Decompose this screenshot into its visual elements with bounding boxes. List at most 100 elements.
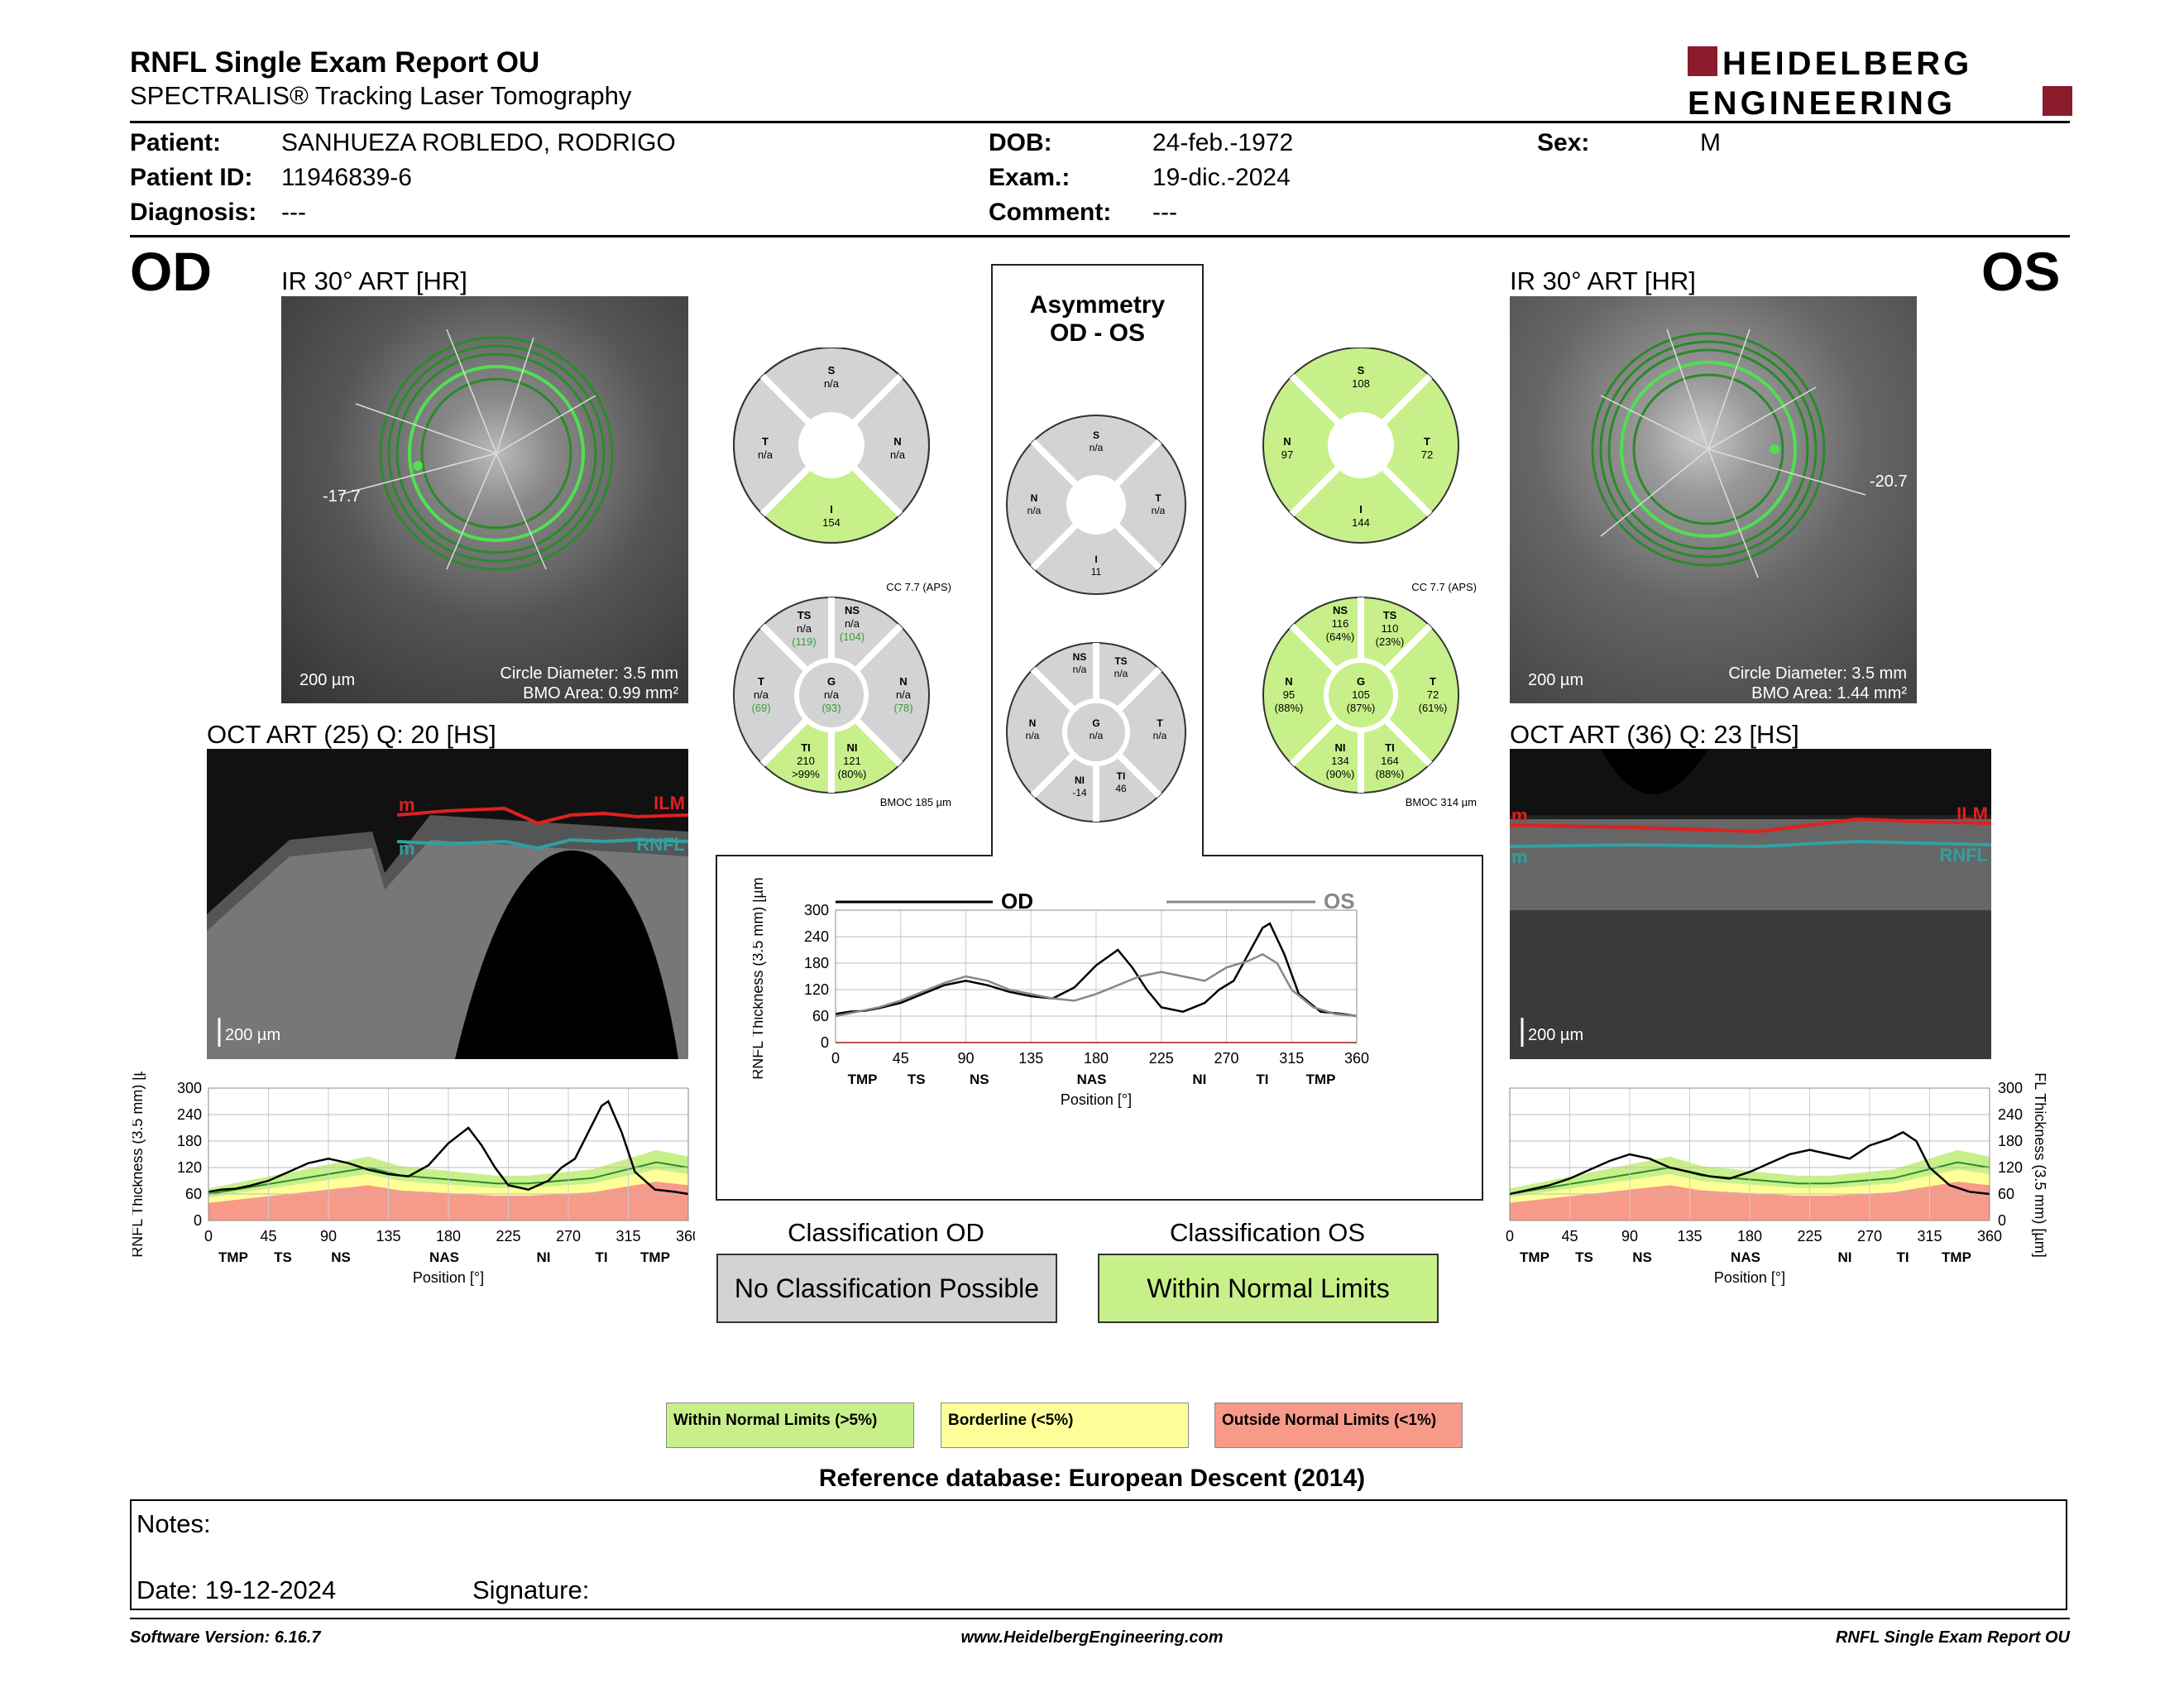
os-cc: CC 7.7 (APS) xyxy=(1411,581,1477,593)
series-line-od xyxy=(835,922,1358,1018)
os-bmo-area: BMO Area: 1.44 mm² xyxy=(1751,684,1907,703)
y-tick-label: 120 xyxy=(804,981,829,998)
y-tick-label: 0 xyxy=(194,1212,202,1229)
x-tick-label: 90 xyxy=(957,1050,974,1067)
od-m2: m xyxy=(399,838,415,859)
svg-text:N: N xyxy=(1029,717,1037,729)
svg-text:46: 46 xyxy=(1115,783,1127,794)
x-tick-label: 0 xyxy=(1506,1228,1514,1244)
y-tick-label: 300 xyxy=(1998,1080,2023,1096)
patient-id-label: Patient ID: xyxy=(130,164,253,191)
svg-text:(93): (93) xyxy=(821,702,841,714)
svg-text:N: N xyxy=(1283,435,1291,448)
classification-od-title: Classification OD xyxy=(788,1218,984,1247)
svg-text:(23%): (23%) xyxy=(1376,635,1405,648)
od-ilm-label: ILM xyxy=(654,793,685,813)
heidelberg-logo: HEIDELBERG ENGINEERING xyxy=(1688,46,2072,119)
plot-frame xyxy=(208,1087,689,1221)
x-tick-label: 45 xyxy=(893,1050,909,1067)
x-tick-label: 225 xyxy=(496,1228,520,1244)
diagnosis-value: --- xyxy=(281,199,306,226)
logo-line2: ENGINEERING xyxy=(1688,85,1956,119)
od-m1: m xyxy=(399,794,415,815)
svg-text:NI: NI xyxy=(847,741,858,754)
x-tick-label: 315 xyxy=(615,1228,640,1244)
x-sector-label: NI xyxy=(537,1249,551,1265)
svg-text:I: I xyxy=(830,503,833,516)
patient-label: Patient: xyxy=(130,129,222,156)
svg-text:TS: TS xyxy=(797,609,812,621)
x-tick-label: 45 xyxy=(260,1228,276,1244)
header-divider xyxy=(130,121,2070,123)
x-sector-label: TS xyxy=(908,1072,926,1087)
svg-text:n/a: n/a xyxy=(1073,664,1087,675)
od-sector-6: CC 7.7 (APS) TSn/a(119) NSn/a(104) Tn/a(… xyxy=(733,581,951,808)
x-tick-label: 360 xyxy=(1344,1050,1369,1067)
x-sector-label: TS xyxy=(274,1249,292,1265)
svg-text:NS: NS xyxy=(1073,651,1087,663)
y-tick-label: 300 xyxy=(804,902,829,918)
svg-text:G: G xyxy=(1357,675,1365,688)
y-tick-label: 180 xyxy=(1998,1133,2023,1149)
date-label: Date: 19-12-2024 xyxy=(136,1575,337,1604)
footer-divider xyxy=(130,1618,2070,1619)
x-tick-label: 225 xyxy=(1797,1228,1822,1244)
patient-divider xyxy=(130,235,2070,237)
y-tick-label: 180 xyxy=(804,955,829,971)
x-tick-label: 270 xyxy=(556,1228,581,1244)
x-sector-label: NAS xyxy=(1731,1249,1760,1265)
od-t-value: n/a xyxy=(758,448,774,461)
svg-text:I: I xyxy=(1359,503,1363,516)
os-ir-scale: 200 µm xyxy=(1528,671,1583,689)
svg-text:144: 144 xyxy=(1352,516,1370,529)
x-sector-label: TI xyxy=(1256,1072,1268,1087)
y-axis-label: RNFL Thickness (3.5 mm) [µm] xyxy=(753,877,766,1080)
os-rnfl-label: RNFL xyxy=(1939,845,1988,866)
x-sector-label: TI xyxy=(1896,1249,1909,1265)
plot-frame xyxy=(1509,1087,1990,1221)
x-tick-label: 0 xyxy=(204,1228,213,1244)
x-sector-label: TMP xyxy=(1520,1249,1549,1265)
website-link[interactable]: www.HeidelbergEngineering.com xyxy=(960,1628,1224,1647)
y-tick-label: 300 xyxy=(177,1080,202,1096)
od-s-value: n/a xyxy=(824,377,840,390)
svg-text:n/a: n/a xyxy=(845,617,860,630)
x-tick-label: 225 xyxy=(1149,1050,1174,1067)
y-tick-label: 60 xyxy=(1998,1186,2014,1202)
svg-text:210: 210 xyxy=(797,755,815,767)
os-oct-scale: 200 µm xyxy=(1528,1026,1583,1044)
x-axis-label: Position [°] xyxy=(1714,1269,1785,1286)
logo-line1: HEIDELBERG xyxy=(1722,46,1972,82)
legend-within-normal: Within Normal Limits (>5%) xyxy=(666,1403,914,1448)
x-sector-label: TMP xyxy=(218,1249,248,1265)
exam-value: 19-dic.-2024 xyxy=(1152,164,1291,191)
reference-database: Reference database: European Descent (20… xyxy=(818,1465,1366,1492)
svg-text:72: 72 xyxy=(1427,688,1439,701)
svg-text:T: T xyxy=(758,675,764,688)
asymmetry-panel-frame xyxy=(716,264,1483,1201)
svg-text:n/a: n/a xyxy=(1090,442,1104,453)
svg-text:T: T xyxy=(762,435,769,448)
svg-text:T: T xyxy=(1424,435,1430,448)
notes-box[interactable]: Notes: Date: 19-12-2024 Signature: xyxy=(130,1499,2067,1610)
svg-text:n/a: n/a xyxy=(797,622,812,635)
svg-text:TI: TI xyxy=(1117,770,1126,782)
od-bmo-area: BMO Area: 0.99 mm² xyxy=(523,684,678,703)
signature-label: Signature: xyxy=(472,1575,590,1604)
od-n-value: n/a xyxy=(890,448,906,461)
svg-text:TI: TI xyxy=(1385,741,1395,754)
x-tick-label: 135 xyxy=(1677,1228,1702,1244)
svg-text:TS: TS xyxy=(1383,609,1397,621)
svg-text:N: N xyxy=(893,435,901,448)
report-title: RNFL Single Exam Report OU xyxy=(130,46,540,79)
svg-text:134: 134 xyxy=(1331,755,1349,767)
x-sector-label: TI xyxy=(595,1249,607,1265)
x-sector-label: NI xyxy=(1838,1249,1852,1265)
os-m2: m xyxy=(1511,846,1528,867)
x-sector-label: TMP xyxy=(848,1072,878,1087)
svg-text:NI: NI xyxy=(1335,741,1346,754)
x-tick-label: 360 xyxy=(1977,1228,2002,1244)
comment-label: Comment: xyxy=(989,199,1112,226)
